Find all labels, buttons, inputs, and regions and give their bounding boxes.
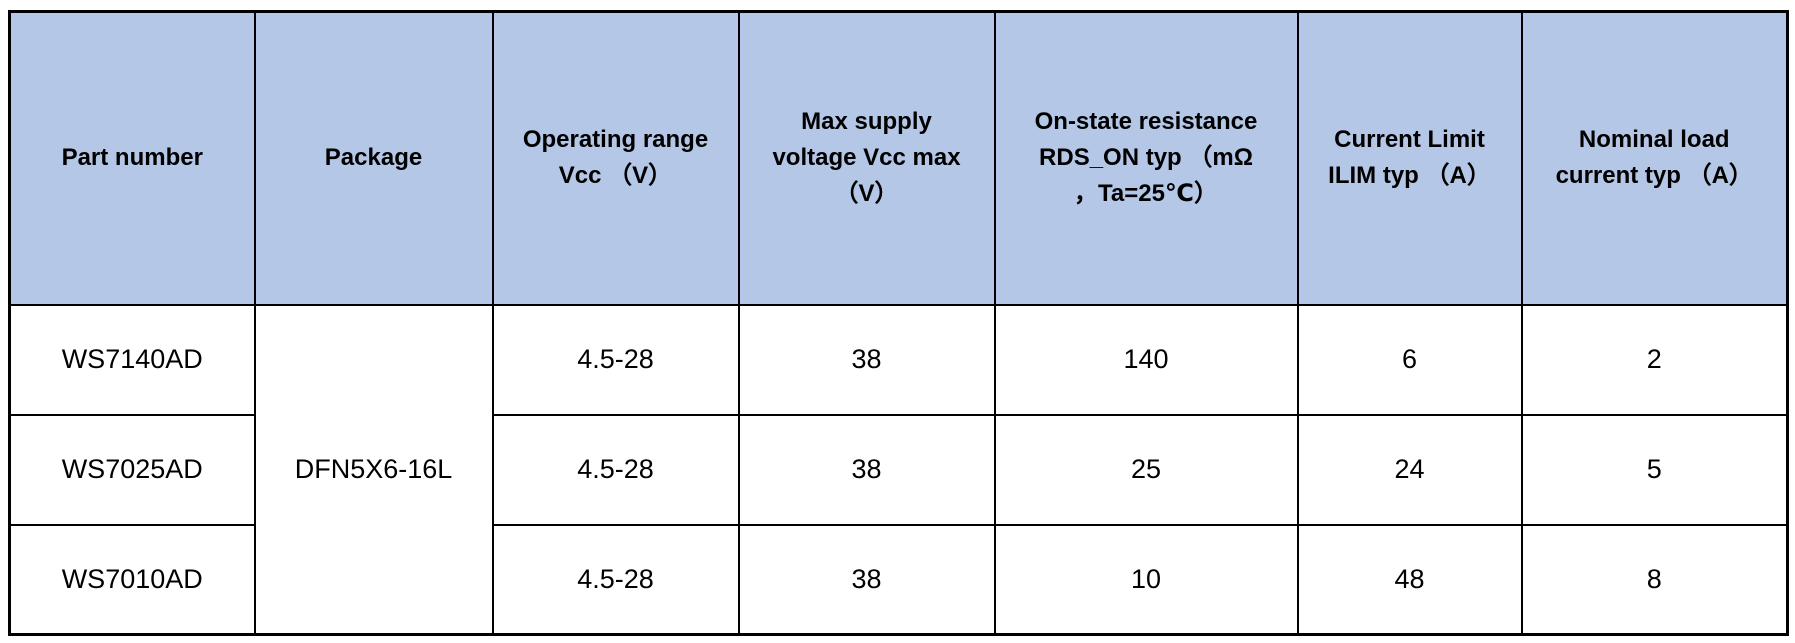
cell-rds-on: 25 [993, 413, 1299, 526]
table-row-ws7010ad: WS7010AD 4.5-28 38 10 48 8 [8, 523, 1789, 636]
cell-max-supply-voltage: 38 [737, 303, 996, 416]
col-header-current-limit: Current Limit ILIM typ （A） [1296, 10, 1523, 306]
col-header-max-supply-voltage: Max supply voltage Vcc max （V） [737, 10, 996, 306]
cell-package-merged: DFN5X6-16L [253, 303, 494, 636]
cell-current-limit: 48 [1296, 523, 1523, 636]
cell-nominal-load-current: 5 [1520, 413, 1789, 526]
cell-max-supply-voltage: 38 [737, 413, 996, 526]
col-header-part-number: Part number [8, 10, 256, 306]
cell-part-number: WS7010AD [8, 523, 256, 636]
cell-current-limit: 6 [1296, 303, 1523, 416]
cell-part-number: WS7140AD [8, 303, 256, 416]
cell-operating-range: 4.5-28 [491, 413, 740, 526]
cell-rds-on: 140 [993, 303, 1299, 416]
cell-max-supply-voltage: 38 [737, 523, 996, 636]
cell-nominal-load-current: 2 [1520, 303, 1789, 416]
table-row-ws7025ad: WS7025AD 4.5-28 38 25 24 5 [8, 413, 1789, 526]
cell-current-limit: 24 [1296, 413, 1523, 526]
col-header-package: Package [253, 10, 494, 306]
cell-part-number: WS7025AD [8, 413, 256, 526]
col-header-operating-range: Operating range Vcc （V） [491, 10, 740, 306]
cell-nominal-load-current: 8 [1520, 523, 1789, 636]
col-header-nominal-load-current: Nominal load current typ （A） [1520, 10, 1789, 306]
header-row: Part number Package Operating range Vcc … [8, 10, 1789, 306]
cell-rds-on: 10 [993, 523, 1299, 636]
table-row-ws7140ad: WS7140AD DFN5X6-16L 4.5-28 38 140 6 2 [8, 303, 1789, 636]
cell-operating-range: 4.5-28 [491, 523, 740, 636]
parts-spec-table: Part number Package Operating range Vcc … [8, 10, 1789, 636]
col-header-on-state-resistance: On-state resistance RDS_ON typ （mΩ ，Ta=2… [993, 10, 1299, 306]
cell-operating-range: 4.5-28 [491, 303, 740, 416]
